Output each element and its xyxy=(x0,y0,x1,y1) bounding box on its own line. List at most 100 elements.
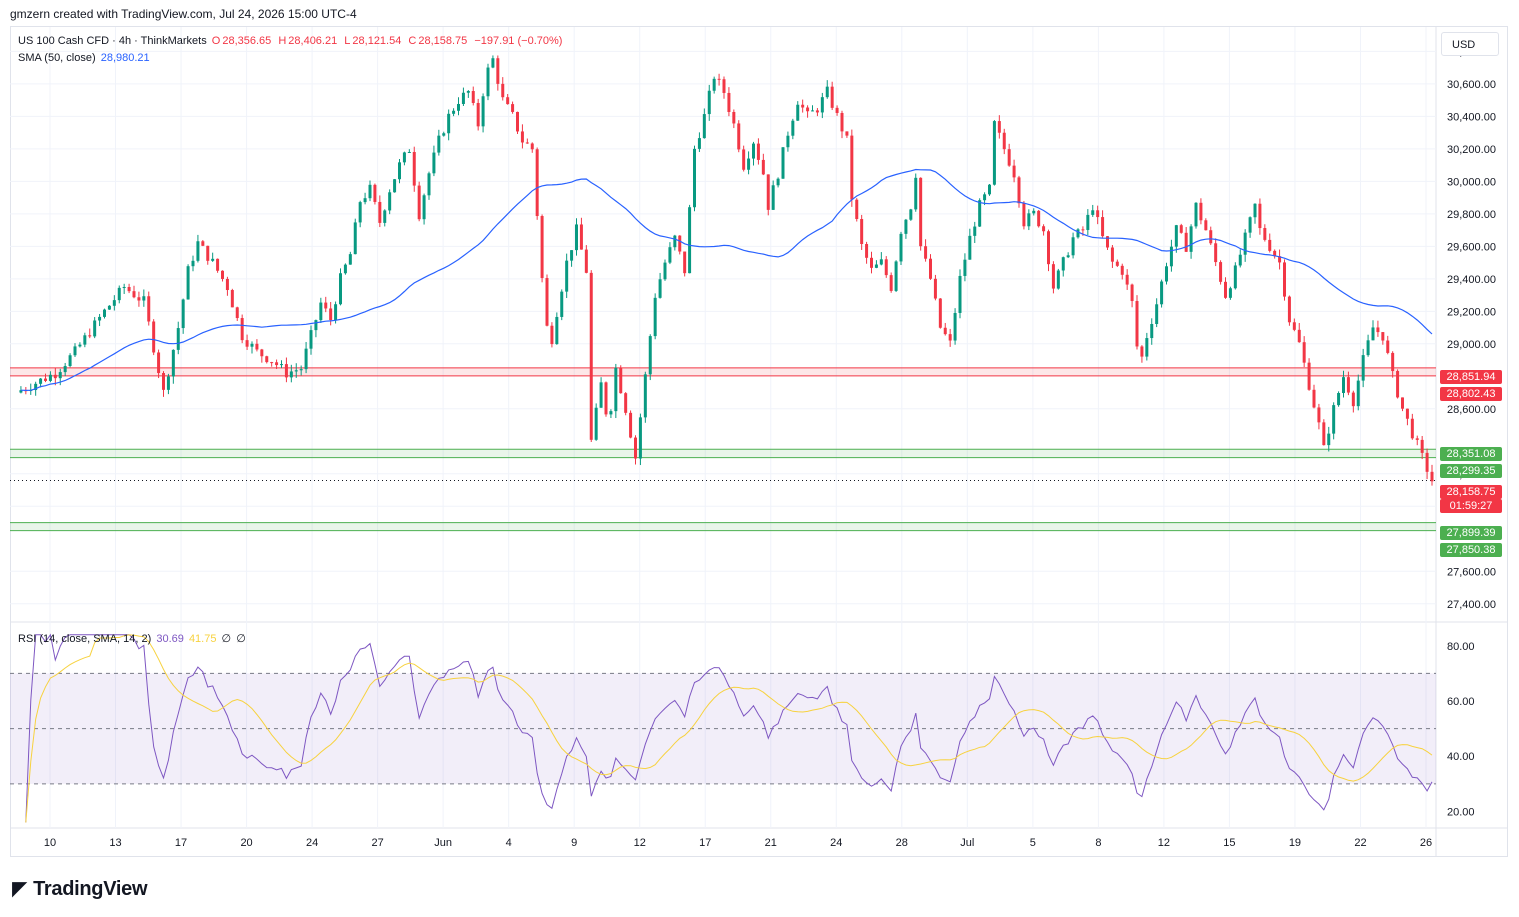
candle-body xyxy=(579,224,583,250)
candle xyxy=(103,308,106,319)
time-tick-label: 12 xyxy=(634,837,646,849)
candle xyxy=(476,98,480,131)
rsi-tick-label: 80.00 xyxy=(1447,641,1475,653)
candle-body xyxy=(88,335,92,337)
time-tick-label: 12 xyxy=(1158,837,1170,849)
candle-body xyxy=(722,79,726,93)
candle xyxy=(442,131,446,137)
candle-body xyxy=(1194,202,1198,227)
candle-body xyxy=(1386,340,1390,353)
candle-body xyxy=(58,372,62,379)
candle-body xyxy=(319,302,323,321)
candle xyxy=(530,142,534,153)
candle xyxy=(481,93,485,133)
candle-body xyxy=(348,254,352,265)
candle-body xyxy=(860,218,864,245)
candle-body xyxy=(466,91,470,93)
rsi-value: 30.69 xyxy=(156,633,184,645)
candle-body xyxy=(142,296,146,301)
candle xyxy=(855,198,859,222)
candle xyxy=(624,392,628,416)
rsi-line xyxy=(25,633,1433,823)
candle-body xyxy=(1037,210,1041,227)
candle-body xyxy=(968,235,972,260)
candle xyxy=(929,254,932,280)
candle xyxy=(894,260,898,293)
candle xyxy=(1037,209,1041,228)
candle xyxy=(634,435,637,465)
candle-body xyxy=(304,348,308,370)
candle-body xyxy=(727,92,731,112)
candle xyxy=(265,355,269,364)
candle xyxy=(486,63,490,101)
candle xyxy=(1386,335,1390,355)
candle-body xyxy=(186,266,190,300)
candle xyxy=(678,235,682,255)
candle-body xyxy=(39,378,43,384)
candle xyxy=(1219,260,1223,285)
candle-body xyxy=(1273,250,1277,257)
tradingview-logo[interactable]: ◤ TradingView xyxy=(12,876,148,901)
candle-body xyxy=(44,378,47,381)
candle-body xyxy=(815,110,819,113)
candle-body xyxy=(471,91,475,103)
candle-body xyxy=(1110,247,1114,262)
candle-body xyxy=(245,340,249,347)
candle-body xyxy=(1420,439,1424,453)
candle-body xyxy=(1238,254,1242,266)
candle-body xyxy=(1366,340,1370,356)
candle xyxy=(850,129,854,207)
candle-body xyxy=(589,272,593,440)
candle xyxy=(1145,332,1149,361)
candle xyxy=(604,381,608,417)
currency-selector[interactable]: USD xyxy=(1441,32,1499,56)
candle xyxy=(221,270,224,282)
candle xyxy=(162,371,165,397)
candle xyxy=(496,55,500,91)
candle-body xyxy=(1287,296,1291,323)
candle xyxy=(1233,262,1237,290)
candle-body xyxy=(324,302,328,309)
candle xyxy=(1273,249,1277,259)
candle-body xyxy=(1184,232,1188,252)
candle-body xyxy=(806,107,810,112)
candle-body xyxy=(388,192,392,211)
sma-series xyxy=(20,168,1433,392)
candle-body xyxy=(93,320,97,337)
candle xyxy=(1076,228,1080,239)
candle xyxy=(535,147,539,220)
time-tick-label: Jul xyxy=(960,837,974,849)
candle-body xyxy=(604,382,608,415)
candle xyxy=(575,218,578,256)
candle xyxy=(1071,232,1075,259)
candle-body xyxy=(978,200,982,227)
candle xyxy=(44,373,47,383)
candle-body xyxy=(820,97,824,113)
candle xyxy=(461,87,465,107)
candle xyxy=(1051,261,1055,294)
candle-body xyxy=(1278,256,1282,263)
candle-body xyxy=(530,143,534,150)
candle xyxy=(329,302,333,326)
candle xyxy=(1115,259,1119,267)
candle xyxy=(1297,322,1301,343)
candle-body xyxy=(663,262,667,280)
rsi-pane xyxy=(10,633,1436,823)
candle xyxy=(1120,263,1124,280)
candle xyxy=(1209,226,1213,246)
candle xyxy=(668,242,672,265)
candle xyxy=(88,328,92,339)
candle xyxy=(280,360,283,369)
candle-body xyxy=(211,258,215,261)
candle xyxy=(658,272,662,299)
candle xyxy=(1017,175,1021,208)
candle-body xyxy=(137,297,141,301)
brand-label: TradingView xyxy=(33,878,148,900)
candle-body xyxy=(1204,220,1208,231)
candle xyxy=(250,341,254,354)
candle-body xyxy=(594,407,598,440)
candle xyxy=(339,268,342,306)
candle xyxy=(1140,345,1144,363)
resistance-top-tag: 28,851.94 xyxy=(1440,370,1502,384)
